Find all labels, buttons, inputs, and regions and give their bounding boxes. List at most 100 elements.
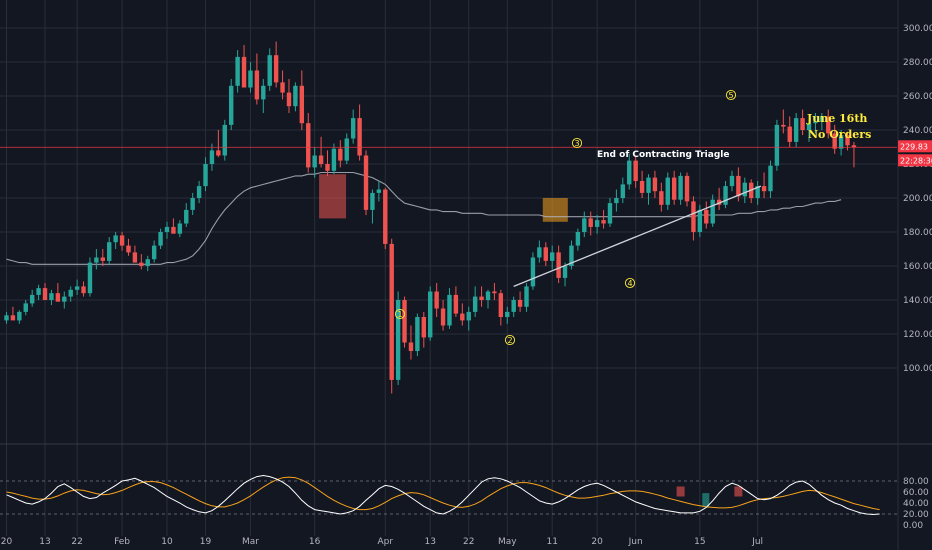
- candle-body: [383, 189, 388, 244]
- candle-body: [556, 252, 561, 278]
- candle: [800, 109, 805, 136]
- buy-zone-box: [542, 198, 568, 222]
- candle-body: [575, 232, 581, 246]
- candle: [723, 181, 728, 209]
- candle: [209, 143, 215, 171]
- candle: [312, 147, 317, 178]
- candle-body: [55, 293, 61, 302]
- candle-body: [344, 138, 349, 161]
- candle-body: [389, 243, 394, 380]
- candle: [453, 286, 459, 317]
- candle-body: [87, 262, 93, 294]
- candle: [107, 237, 112, 265]
- wave-circle: [571, 137, 583, 149]
- candle-body: [755, 186, 760, 198]
- x-tick-label: 13: [424, 537, 435, 547]
- candle-body: [845, 135, 850, 146]
- wave-number: 5: [728, 91, 733, 100]
- x-tick-label: 20: [591, 537, 603, 547]
- osc-sell-mark: [734, 486, 743, 497]
- osc-y-tick-label: 40.00: [903, 499, 929, 509]
- candle-body: [36, 288, 41, 295]
- candle-body: [524, 286, 529, 307]
- candle-body: [376, 189, 382, 193]
- candle: [383, 187, 388, 249]
- candle: [357, 104, 362, 161]
- candle: [113, 232, 118, 249]
- last-price-label: 229.83: [900, 142, 928, 151]
- candle-body: [306, 123, 311, 168]
- candles-layer[interactable]: [4, 41, 857, 394]
- wave-number: 4: [627, 279, 632, 288]
- candle-body: [704, 209, 709, 224]
- candle-body: [421, 317, 426, 338]
- candle-body: [370, 192, 375, 210]
- candle: [421, 311, 426, 348]
- candle-body: [203, 164, 208, 187]
- candle: [562, 262, 568, 287]
- candle: [280, 70, 285, 100]
- candle: [100, 249, 105, 266]
- candle: [94, 249, 99, 270]
- candle-body: [781, 124, 786, 127]
- candle: [203, 157, 208, 192]
- candle: [832, 124, 837, 154]
- candle: [826, 109, 831, 139]
- candle-body: [94, 257, 99, 263]
- candle-body: [505, 311, 510, 317]
- candle-body: [196, 186, 202, 198]
- candle: [318, 136, 324, 168]
- candle-body: [665, 177, 670, 205]
- candle: [460, 303, 465, 326]
- candle-body: [113, 235, 118, 243]
- candle-body: [81, 286, 86, 294]
- x-tick-label: 20: [1, 537, 13, 547]
- candle: [639, 170, 645, 198]
- x-tick-label: Jun: [628, 537, 643, 547]
- candle: [517, 291, 523, 312]
- trendline-layer: [0, 146, 897, 288]
- candle-body: [498, 293, 504, 317]
- candle: [74, 279, 80, 295]
- osc-y-tick-label: 80.00: [903, 477, 929, 487]
- candle-body: [68, 289, 73, 297]
- countdown-label: 22:28:30: [900, 156, 932, 165]
- osc-sell-mark: [676, 486, 685, 497]
- candle-body: [517, 300, 523, 307]
- candle: [550, 245, 555, 270]
- candle: [787, 116, 792, 147]
- candle-body: [216, 150, 221, 156]
- candle-body: [10, 315, 16, 321]
- x-tick-label: Jul: [751, 537, 763, 547]
- candle-body: [601, 220, 606, 224]
- candle-body: [184, 209, 189, 224]
- candle-body: [132, 252, 138, 263]
- candle: [177, 220, 183, 238]
- x-axis: 20 13 22 Feb 10 19 Mar 16 Apr 13 22 May 11 20 Jun 15 Jul: [1, 537, 763, 547]
- candle-body: [151, 245, 157, 260]
- candle: [588, 211, 593, 236]
- candle-body: [139, 262, 144, 266]
- wave-number: 3: [574, 139, 579, 148]
- candle: [87, 257, 93, 297]
- candle: [434, 283, 439, 317]
- y-tick-label: 140.00: [903, 296, 932, 306]
- candle: [81, 281, 86, 297]
- candle: [710, 194, 715, 227]
- candle: [774, 119, 780, 171]
- wave-label-3: 3: [571, 137, 583, 149]
- candle-body: [74, 286, 80, 290]
- annotation-end-triangle: End of Contracting Triagle: [597, 150, 729, 160]
- candle: [36, 284, 41, 300]
- candle-body: [222, 124, 227, 156]
- candle: [646, 174, 651, 205]
- candle-body: [126, 245, 131, 253]
- candle: [241, 45, 247, 88]
- candle-body: [415, 317, 420, 351]
- candle-body: [530, 257, 536, 287]
- y-tick-label: 120.00: [903, 330, 932, 340]
- candle-body: [440, 308, 446, 326]
- candle: [479, 286, 484, 307]
- candle: [633, 155, 638, 188]
